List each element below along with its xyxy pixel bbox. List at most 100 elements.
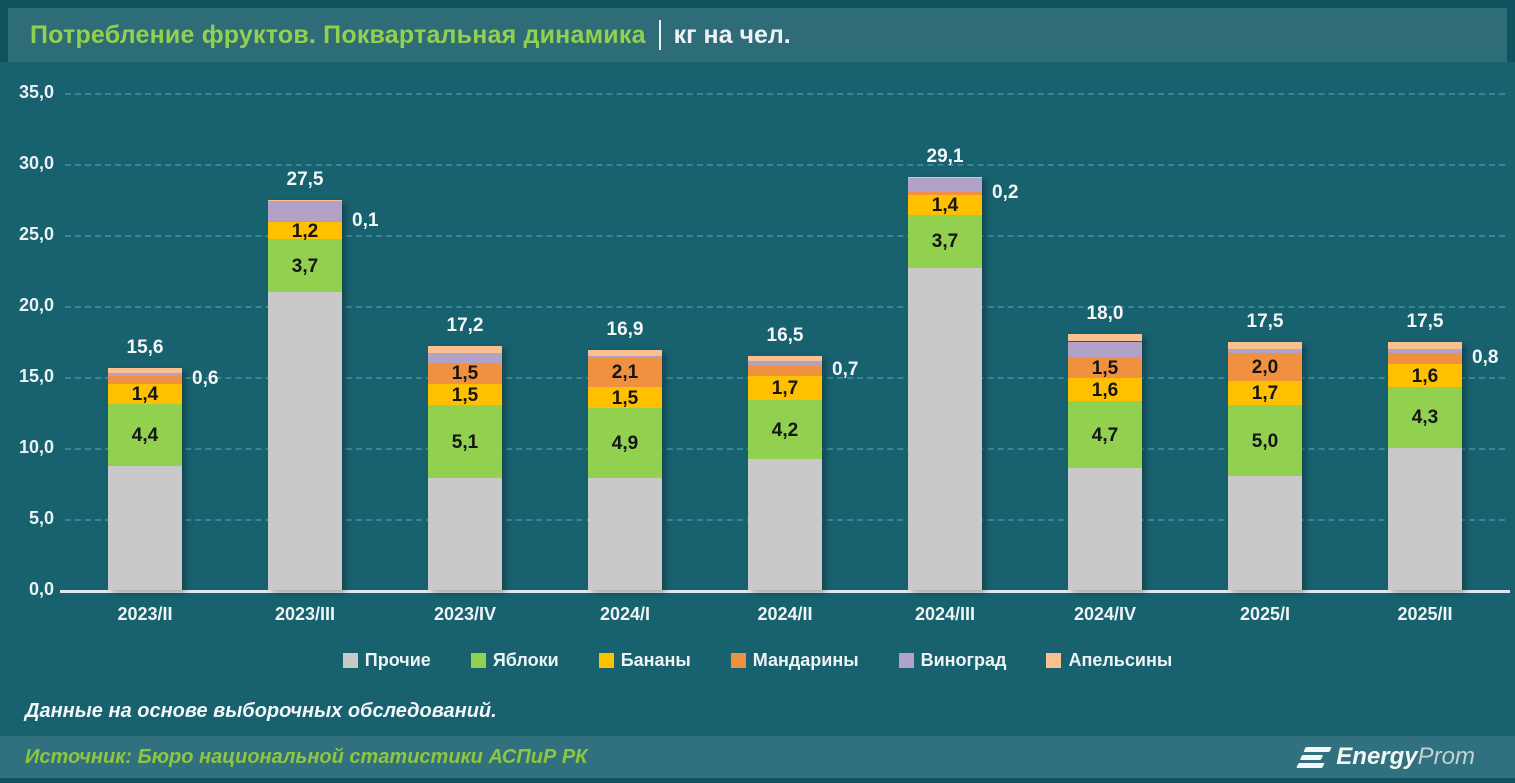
segment-Виноград bbox=[588, 355, 662, 358]
legend-label: Виноград bbox=[920, 650, 1007, 670]
segment-Виноград bbox=[268, 200, 342, 221]
chart-units-label: кг на чел. bbox=[673, 20, 791, 49]
segment-Яблоки bbox=[908, 215, 982, 268]
segment-value-label: 2,0 bbox=[1251, 357, 1279, 379]
bar-2024/I: 4,9 1,5 2,1 bbox=[588, 350, 662, 590]
segment-Виноград bbox=[1228, 348, 1302, 353]
segment-Прочие bbox=[1068, 467, 1142, 590]
bar-2023/III: 3,7 1,2 bbox=[268, 199, 342, 590]
segment-value-label: 4,3 bbox=[1411, 407, 1439, 429]
gridline bbox=[65, 93, 1505, 95]
segment-Виноград bbox=[748, 361, 822, 366]
segment-Виноград bbox=[1068, 341, 1142, 358]
segment-Апельсины bbox=[1068, 334, 1142, 342]
segment-Апельсины bbox=[1388, 341, 1462, 349]
y-axis-tick-label: 20,0 bbox=[18, 295, 54, 315]
segment-Мандарины bbox=[748, 365, 822, 376]
segment-Яблоки bbox=[428, 405, 502, 478]
legend-item-Виноград: Виноград bbox=[898, 650, 1007, 671]
bottom-frame-strip bbox=[0, 778, 1515, 783]
legend-swatch bbox=[730, 653, 746, 668]
footnote-text: Данные на основе выборочных обследований… bbox=[25, 700, 497, 722]
source-text: Источник: Бюро национальной статистики А… bbox=[25, 745, 588, 768]
legend-swatch bbox=[1046, 653, 1062, 668]
segment-Апельсины bbox=[908, 176, 982, 179]
segment-Прочие bbox=[748, 459, 822, 590]
segment-Мандарины bbox=[1228, 352, 1302, 382]
segment-Бананы bbox=[588, 386, 662, 409]
segment-value-label: 1,4 bbox=[131, 384, 159, 406]
segment-Бананы bbox=[108, 384, 182, 404]
segment-Виноград bbox=[108, 372, 182, 376]
legend-label: Яблоки bbox=[492, 650, 559, 670]
segment-Виноград bbox=[1388, 348, 1462, 353]
gridline bbox=[65, 235, 1505, 237]
segment-Апельсины bbox=[108, 368, 182, 373]
legend-item-Яблоки: Яблоки bbox=[470, 650, 559, 671]
segment-Прочие bbox=[108, 466, 182, 590]
bar-total-label: 17,2 bbox=[446, 314, 484, 336]
segment-Прочие bbox=[1228, 476, 1302, 590]
y-axis-tick-label: 5,0 bbox=[28, 508, 54, 528]
chart-title: Потребление фруктов. Поквартальная динам… bbox=[30, 20, 646, 49]
bar-total-label: 16,9 bbox=[606, 319, 644, 341]
segment-Прочие bbox=[588, 477, 662, 590]
segment-Мандарины bbox=[1388, 352, 1462, 365]
legend-item-Мандарины: Мандарины bbox=[730, 650, 859, 671]
segment-Бананы bbox=[748, 375, 822, 400]
segment-value-label: 1,2 bbox=[291, 220, 319, 242]
segment-value-label: 4,7 bbox=[1091, 424, 1119, 446]
x-axis-tick-label: 2025/II bbox=[1397, 604, 1453, 624]
segment-Бананы bbox=[268, 222, 342, 240]
segment-Бананы bbox=[1388, 364, 1462, 387]
segment-value-label: 1,5 bbox=[451, 384, 479, 406]
segment-Мандарины bbox=[428, 362, 502, 385]
segment-Бананы bbox=[908, 195, 982, 216]
segment-value-label: 1,7 bbox=[771, 377, 799, 399]
bar-total-label: 18,0 bbox=[1086, 303, 1124, 325]
segment-Виноград bbox=[908, 178, 982, 193]
segment-Мандарины bbox=[108, 375, 182, 385]
legend-label: Бананы bbox=[620, 650, 691, 670]
y-axis-tick-label: 30,0 bbox=[18, 153, 54, 173]
legend-swatch bbox=[470, 653, 486, 668]
legend-swatch bbox=[898, 653, 914, 668]
bar-total-label: 15,6 bbox=[126, 337, 164, 359]
header-band-frame: Потребление фруктов. Поквартальная динам… bbox=[0, 0, 1515, 62]
x-axis-tick-label: 2024/I bbox=[599, 604, 651, 624]
bar-total-label: 16,5 bbox=[766, 324, 804, 346]
x-axis-tick-label: 2023/IV bbox=[433, 604, 497, 624]
segment-Мандарины bbox=[268, 220, 342, 223]
segment-value-label: 1,4 bbox=[931, 195, 959, 217]
segment-Бананы bbox=[1228, 381, 1302, 406]
y-axis-tick-label: 10,0 bbox=[18, 437, 54, 457]
segment-Апельсины bbox=[268, 199, 342, 201]
bar-2025/II: 4,3 1,6 bbox=[1388, 341, 1462, 590]
x-axis-tick-label: 2023/II bbox=[117, 604, 173, 624]
segment-value-side-label: 0,7 bbox=[832, 358, 859, 380]
segment-Яблоки bbox=[1388, 386, 1462, 448]
legend-label: Апельсины bbox=[1068, 650, 1173, 670]
x-axis-tick-label: 2024/IV bbox=[1073, 604, 1137, 624]
segment-Прочие bbox=[1388, 448, 1462, 590]
segment-Яблоки bbox=[1228, 405, 1302, 477]
segment-Мандарины bbox=[588, 357, 662, 387]
segment-Апельсины bbox=[588, 350, 662, 356]
bar-total-label: 27,5 bbox=[286, 168, 324, 190]
segment-Бананы bbox=[428, 384, 502, 406]
segment-value-label: 1,7 bbox=[1251, 383, 1279, 405]
segment-value-label: 2,1 bbox=[611, 362, 639, 384]
legend-item-Прочие: Прочие bbox=[342, 650, 431, 671]
title-divider bbox=[658, 20, 661, 50]
segment-Прочие bbox=[428, 477, 502, 590]
segment-Апельсины bbox=[428, 345, 502, 353]
legend-item-Бананы: Бананы bbox=[598, 650, 691, 671]
segment-Апельсины bbox=[748, 355, 822, 362]
segment-value-label: 5,0 bbox=[1251, 430, 1279, 452]
bar-total-label: 17,5 bbox=[1406, 310, 1444, 332]
chart-legend: Прочие Яблоки Бананы Мандарины Виноград Апель… bbox=[0, 650, 1515, 671]
segment-value-label: 1,6 bbox=[1091, 379, 1119, 401]
bar-2023/II: 4,4 1,4 bbox=[108, 368, 182, 590]
segment-value-label: 3,7 bbox=[291, 255, 319, 277]
